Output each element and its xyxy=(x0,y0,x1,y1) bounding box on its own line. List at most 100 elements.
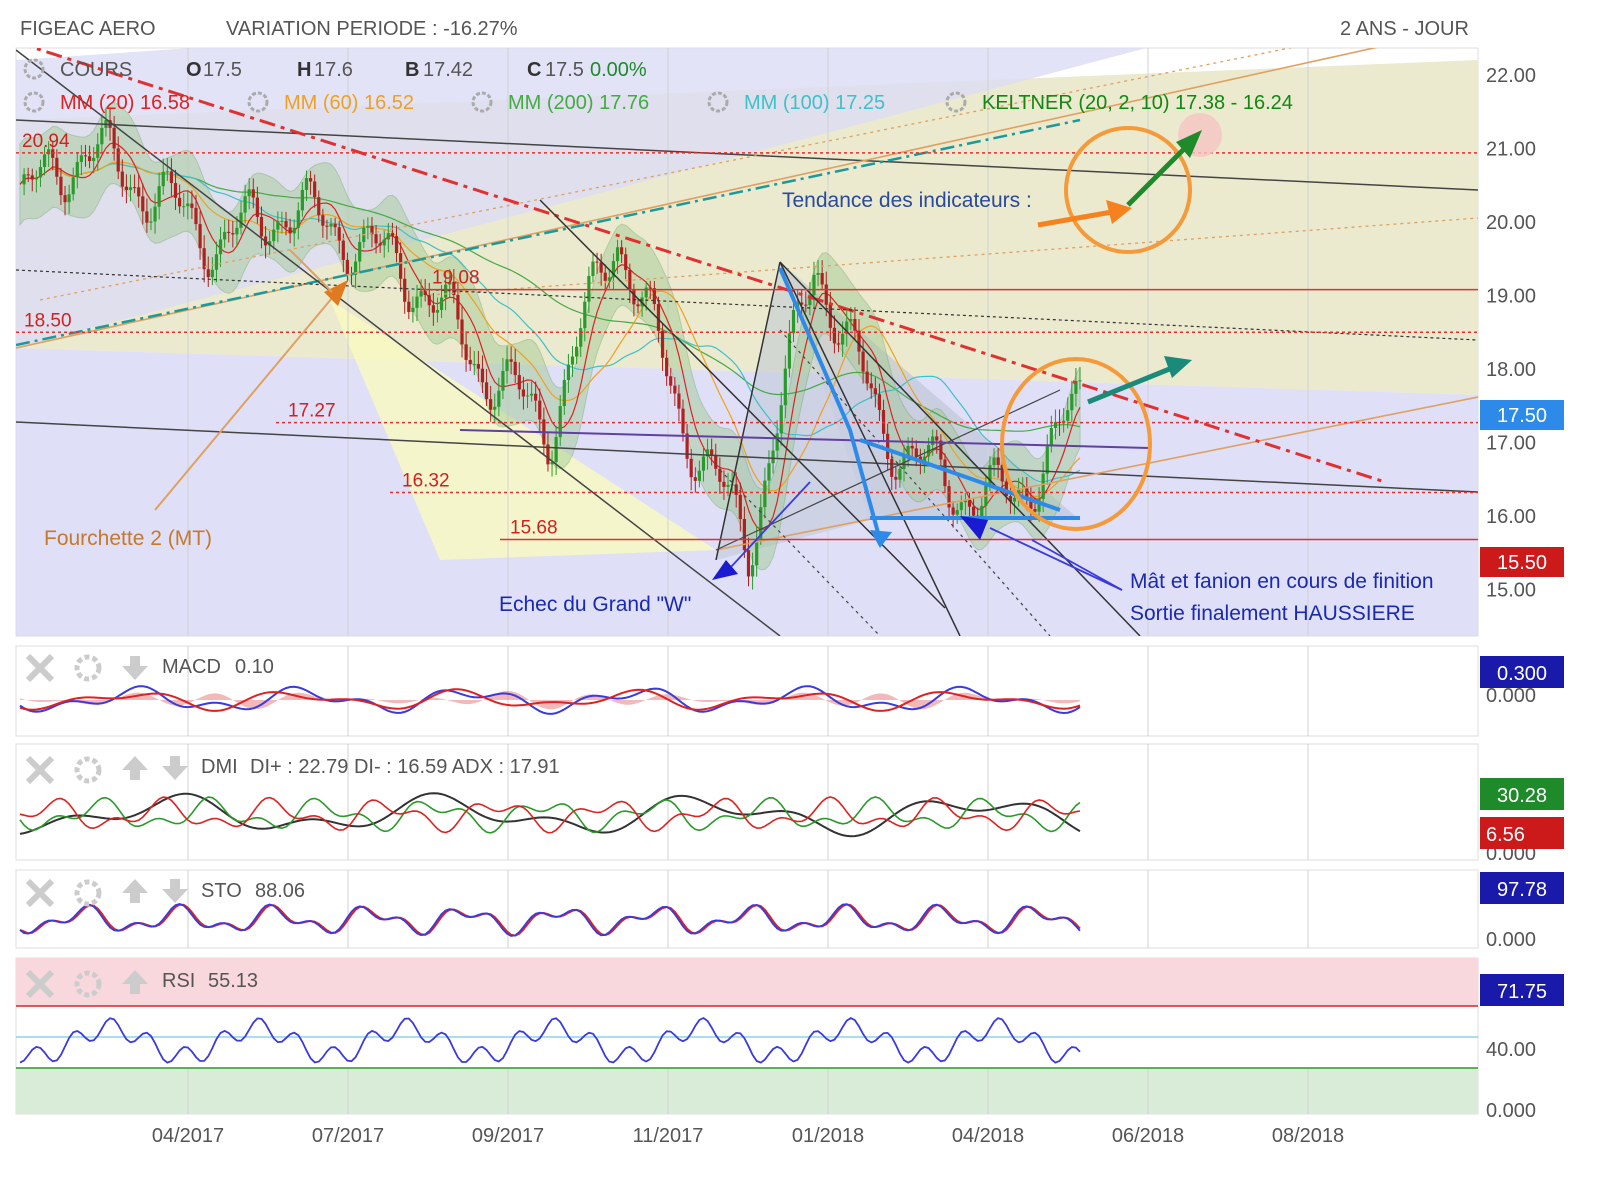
candle-body xyxy=(128,187,133,191)
indicator-trend-circle xyxy=(1064,126,1192,254)
candle-body xyxy=(92,157,96,162)
candle-body xyxy=(714,454,718,469)
close-icon[interactable] xyxy=(25,969,55,999)
candle-body xyxy=(120,171,124,187)
candle-body xyxy=(804,304,808,306)
candle-body xyxy=(353,261,358,275)
candle-body xyxy=(308,178,313,182)
candle-body xyxy=(591,261,595,277)
high-label: H xyxy=(297,59,311,81)
candle-body xyxy=(1029,497,1033,509)
candle-body xyxy=(337,227,341,241)
candle-body xyxy=(247,189,251,197)
candle-body xyxy=(149,221,153,223)
gear-icon[interactable] xyxy=(74,970,102,998)
candle-body xyxy=(849,318,853,322)
arrow-up-icon[interactable] xyxy=(122,970,148,994)
indicator-legend-item: MM (200) 17.76 xyxy=(508,92,649,114)
candle-body xyxy=(435,309,440,313)
macd-label: MACD xyxy=(162,656,221,678)
macd-panel: MACD 0.10 0.000 0.300 xyxy=(15,645,1564,737)
candle-body xyxy=(665,357,669,377)
candle-body xyxy=(333,224,337,228)
w-pattern-flag xyxy=(859,438,1061,512)
gear-icon[interactable] xyxy=(945,91,967,113)
sto-line xyxy=(19,903,1081,937)
main-price-panel: 20.94 19.08 18.50 17.27 16.32 15.68 COURS O 1… xyxy=(15,47,1479,637)
arrow-up-icon[interactable] xyxy=(122,879,148,903)
candle-body xyxy=(509,359,513,362)
candle-body xyxy=(779,405,783,434)
gear-icon[interactable] xyxy=(23,58,45,80)
candle-body xyxy=(206,269,210,278)
candle-body xyxy=(411,307,415,313)
candle-body xyxy=(194,207,198,225)
candle-body xyxy=(116,148,120,172)
price-axis-tick: 15.00 xyxy=(1486,580,1536,602)
candle-body xyxy=(231,233,235,235)
candle-body xyxy=(378,243,382,246)
candle-body xyxy=(738,494,742,519)
chart-header: FIGEAC AERO VARIATION PERIODE : -16.27% … xyxy=(0,0,1598,48)
arrow-down-icon[interactable] xyxy=(122,656,148,680)
candle-body xyxy=(628,270,632,290)
arrow-up-icon[interactable] xyxy=(122,756,148,780)
time-axis-tick: 08/2018 xyxy=(1272,1125,1344,1147)
gear-icon[interactable] xyxy=(74,879,102,907)
candle-body xyxy=(489,399,493,410)
candle-body xyxy=(30,175,34,180)
dotted-black-line xyxy=(16,269,1478,341)
candle-body xyxy=(677,393,681,409)
candle-body xyxy=(583,301,587,329)
dmi-label: DMI xyxy=(201,756,238,778)
candle-body xyxy=(587,276,591,302)
gear-icon[interactable] xyxy=(74,654,102,682)
gear-icon[interactable] xyxy=(74,756,102,784)
gear-icon[interactable] xyxy=(23,91,45,113)
candle-body xyxy=(808,295,812,306)
di-plus-line xyxy=(19,796,1081,834)
candle-body xyxy=(607,277,611,281)
candle-body xyxy=(153,206,157,222)
candle-body xyxy=(820,273,824,285)
candle-body xyxy=(963,500,968,503)
candle-body xyxy=(431,305,435,313)
indicator-legend-item: KELTNER (20, 2, 10) 17.38 - 16.24 xyxy=(982,92,1293,114)
mast-line xyxy=(715,261,781,561)
cours-label: COURS xyxy=(60,59,132,81)
candle-body xyxy=(746,550,751,577)
candle-body xyxy=(321,215,325,226)
candle-body xyxy=(243,196,247,213)
candlesticks xyxy=(22,108,1082,590)
candle-body xyxy=(456,294,460,320)
candle-body xyxy=(423,291,427,296)
candle-body xyxy=(755,538,759,566)
candle-body xyxy=(366,226,370,228)
candle-body xyxy=(787,333,792,369)
candle-body xyxy=(886,433,890,459)
candle-body xyxy=(358,241,362,262)
candle-body xyxy=(484,382,489,400)
gear-icon[interactable] xyxy=(471,91,493,113)
rsi-panel: RSI 55.13 71.75 40.00 0.000 xyxy=(15,957,1564,1122)
candle-body xyxy=(87,156,92,162)
arrow-down-icon[interactable] xyxy=(162,756,188,780)
candle-body xyxy=(227,231,231,234)
gear-icon[interactable] xyxy=(707,91,729,113)
close-icon[interactable] xyxy=(25,653,55,683)
fork-median xyxy=(429,217,1478,296)
candle-body xyxy=(63,195,67,203)
price-axis-tick: 20.00 xyxy=(1486,212,1536,234)
candle-body xyxy=(1066,410,1070,421)
gear-icon[interactable] xyxy=(247,91,269,113)
close-icon[interactable] xyxy=(25,878,55,908)
candle-body xyxy=(914,448,918,457)
last-price-badge: 17.50 xyxy=(1480,400,1564,430)
close-icon[interactable] xyxy=(25,755,55,785)
arrow-down-icon[interactable] xyxy=(162,879,188,903)
candle-body xyxy=(476,364,480,369)
candle-body xyxy=(1033,508,1037,512)
candle-body xyxy=(722,481,726,487)
candle-body xyxy=(124,186,129,191)
